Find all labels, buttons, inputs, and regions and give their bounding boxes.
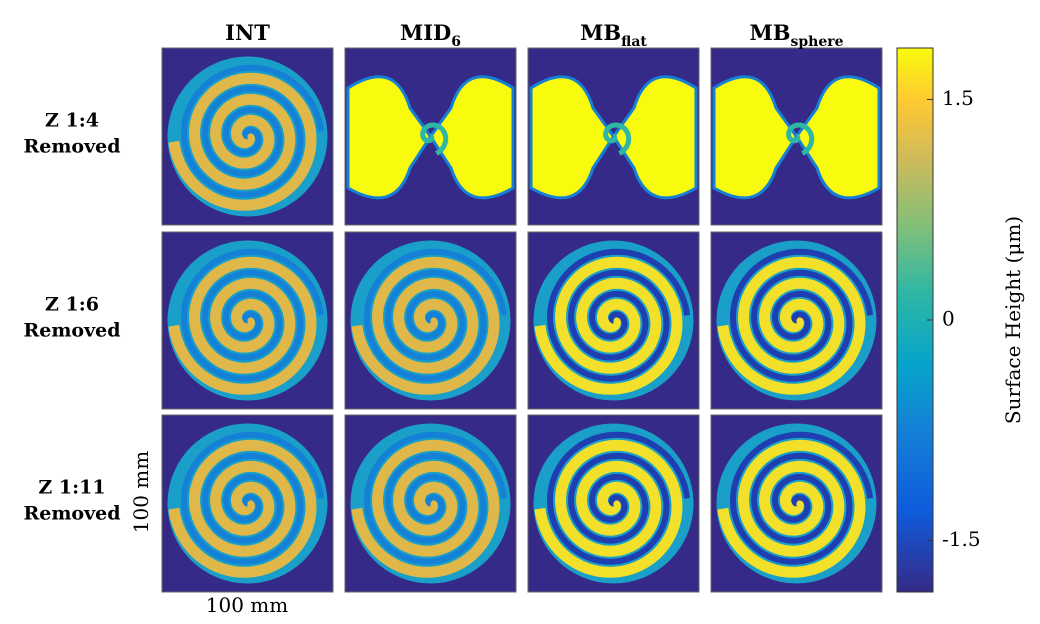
panels xyxy=(162,48,882,592)
column-header-base: MB xyxy=(580,20,621,45)
row-label: Removed xyxy=(23,320,120,342)
column-header: MBflat xyxy=(580,20,647,50)
row-label: Removed xyxy=(23,136,120,158)
column-header-base: MB xyxy=(749,20,790,45)
column-header: MBsphere xyxy=(749,20,843,50)
column-header-base: MID xyxy=(400,20,451,45)
row-label: Z 1:6 xyxy=(45,294,99,316)
colorbar-tick-label: -1.5 xyxy=(942,527,981,551)
row-label: Z 1:11 xyxy=(38,477,105,499)
column-header-sub: flat xyxy=(621,34,647,50)
column-header-base: INT xyxy=(225,20,270,45)
figure: INTMID6MBflatMBsphereZ 1:4RemovedZ 1:6Re… xyxy=(0,0,1040,624)
column-header: MID6 xyxy=(400,20,461,50)
column-header-sub: sphere xyxy=(790,34,843,50)
colorbar-tick-label: 1.5 xyxy=(942,86,974,110)
colorbar-tick-label: 0 xyxy=(942,307,955,331)
colorbar-label: Surface Height (μm) xyxy=(1001,216,1025,424)
panel-width-label: 100 mm xyxy=(206,593,288,617)
panel-height-label: 100 mm xyxy=(129,451,153,533)
column-header: INT xyxy=(225,20,270,45)
column-header-sub: 6 xyxy=(451,34,461,50)
row-label: Removed xyxy=(23,503,120,525)
row-label: Z 1:4 xyxy=(45,110,99,132)
